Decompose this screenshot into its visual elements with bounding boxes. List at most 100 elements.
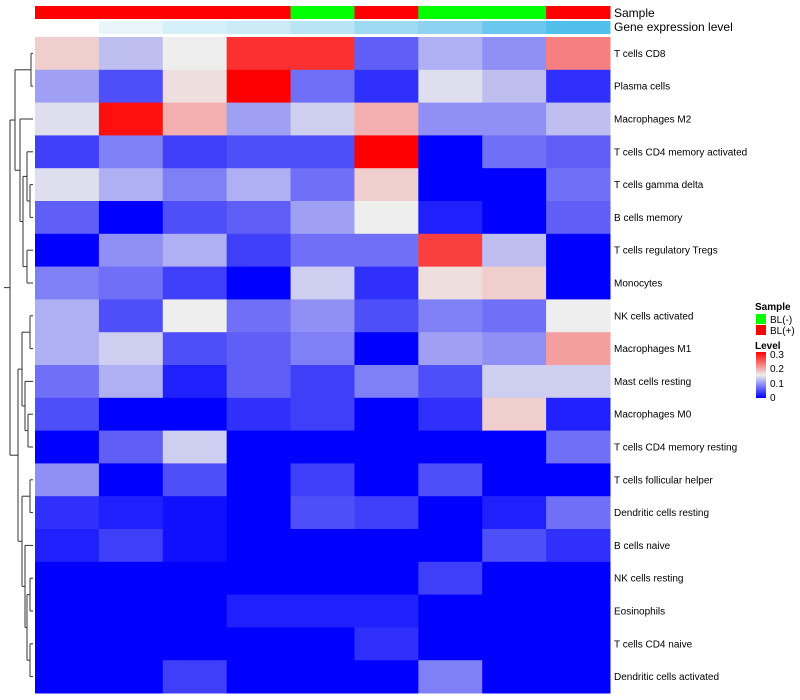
heatmap-cell — [226, 233, 292, 268]
heatmap-cell — [290, 266, 355, 300]
heatmap-cell — [98, 102, 164, 136]
heatmap-cell — [546, 627, 611, 661]
heatmap-cell — [354, 463, 419, 497]
heatmap-cell — [354, 594, 419, 628]
heatmap-cell — [418, 37, 483, 71]
row-dendrogram — [4, 52, 33, 678]
heatmap-cell — [226, 135, 292, 169]
level-legend-colorbar — [756, 352, 766, 398]
heatmap-cell — [98, 529, 164, 563]
heatmap-cell — [162, 496, 228, 530]
heatmap-cell — [482, 332, 547, 366]
heatmap-cell — [98, 561, 164, 596]
heatmap-cell — [162, 529, 228, 563]
heatmap-cell — [290, 69, 355, 104]
heatmap-cell — [35, 627, 100, 661]
row-label-mast-cells-resting: Mast cells resting — [614, 377, 691, 388]
heatmap-cell — [546, 561, 611, 596]
heatmap-cell — [35, 332, 100, 366]
heatmap-cell — [35, 266, 100, 300]
heatmap-cell — [482, 233, 547, 268]
heatmap-cell — [35, 529, 100, 563]
heatmap-cell — [35, 463, 100, 497]
heatmap-cell — [482, 102, 547, 136]
heatmap-cell — [482, 37, 547, 71]
heatmap-cell — [162, 69, 228, 104]
heatmap-cell — [226, 627, 292, 661]
heatmap-cell — [418, 168, 483, 202]
heatmap-cell — [418, 397, 483, 432]
row-label-plasma-cells: Plasma cells — [614, 82, 670, 93]
heatmap-cell — [35, 430, 100, 464]
heatmap-cell — [354, 332, 419, 366]
heatmap-cell — [418, 430, 483, 464]
heatmap-cell — [162, 594, 228, 628]
heatmap-cell — [546, 594, 611, 628]
heatmap-cell — [482, 135, 547, 169]
heatmap-cell — [290, 299, 355, 333]
heatmap-cell — [354, 299, 419, 333]
heatmap-cell — [418, 627, 483, 661]
heatmap-cells — [35, 37, 611, 694]
heatmap-cell — [162, 37, 228, 71]
heatmap-cell — [98, 201, 164, 235]
level-legend-tick-0-3: 0.3 — [770, 350, 784, 361]
heatmap-cell — [290, 365, 355, 399]
heatmap-cell — [35, 561, 100, 596]
heatmap-cell — [482, 463, 547, 497]
heatmap-cell — [354, 201, 419, 235]
heatmap-cell — [290, 201, 355, 235]
heatmap-cell — [162, 233, 228, 268]
heatmap-cell — [546, 299, 611, 333]
sample-annotation-segment — [35, 6, 292, 19]
sample-legend-title: Sample — [755, 302, 791, 313]
heatmap-cell — [418, 496, 483, 530]
heatmap-cell — [418, 102, 483, 136]
heatmap-cell — [98, 69, 164, 104]
row-label-nk-cells-activated: NK cells activated — [614, 311, 693, 322]
row-label-t-cells-cd8: T cells CD8 — [614, 49, 666, 60]
row-label-nk-cells-resting: NK cells resting — [614, 574, 683, 585]
heatmap-cell — [354, 37, 419, 71]
sample-annotation-segment — [354, 6, 419, 19]
gene-expression-annotation-bar — [35, 21, 611, 34]
heatmap-cell — [546, 201, 611, 235]
heatmap-cell — [98, 660, 164, 694]
heatmap-cell — [162, 201, 228, 235]
heatmap-cell — [482, 69, 547, 104]
heatmap-cell — [418, 660, 483, 694]
heatmap-cell — [482, 561, 547, 596]
heatmap-cell — [546, 69, 611, 104]
heatmap-cell — [418, 529, 483, 563]
heatmap-cell — [354, 627, 419, 661]
heatmap-cell — [162, 430, 228, 464]
heatmap-cell — [226, 332, 292, 366]
level-legend-tick-0: 0 — [770, 393, 776, 404]
heatmap-cell — [162, 660, 228, 694]
heatmap-cell — [418, 332, 483, 366]
heatmap-cell — [482, 201, 547, 235]
heatmap-cell — [354, 266, 419, 300]
heatmap-cell — [162, 463, 228, 497]
heatmap-cell — [162, 266, 228, 300]
heatmap-cell — [354, 102, 419, 136]
heatmap-cell — [290, 529, 355, 563]
heatmap-cell — [35, 233, 100, 268]
level-legend-tick-0-2: 0.2 — [770, 364, 784, 375]
heatmap-cell — [546, 37, 611, 71]
heatmap-cell — [226, 430, 292, 464]
heatmap-cell — [418, 233, 483, 268]
heatmap-cell — [354, 660, 419, 694]
heatmap-cell — [162, 135, 228, 169]
heatmap-cell — [482, 529, 547, 563]
heatmap-cell — [290, 168, 355, 202]
gene-expression-annotation-cell — [418, 21, 483, 34]
heatmap-cell — [162, 299, 228, 333]
gene-expression-annotation-cell — [162, 21, 228, 34]
heatmap-cell — [290, 233, 355, 268]
heatmap-cell — [290, 430, 355, 464]
heatmap-cell — [354, 69, 419, 104]
heatmap-cell — [98, 135, 164, 169]
heatmap-cell — [226, 37, 292, 71]
